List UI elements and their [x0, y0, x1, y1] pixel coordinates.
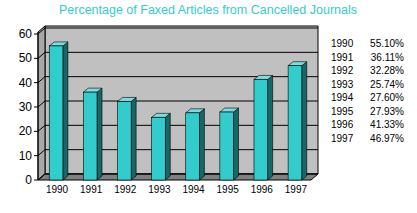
bar-side	[63, 42, 68, 180]
bar	[254, 79, 268, 180]
grid-line	[38, 125, 318, 131]
tick-mark	[34, 155, 38, 156]
x-tick-label: 1991	[80, 184, 103, 195]
grid-line	[38, 150, 318, 156]
x-tick-label: 1997	[285, 184, 308, 195]
y-tick-label: 30	[19, 100, 33, 114]
tick-mark	[34, 34, 38, 35]
grid-line	[38, 52, 318, 58]
bar	[152, 117, 166, 180]
bar-top	[117, 97, 136, 101]
x-tick-label: 1993	[148, 184, 171, 195]
tick-mark	[34, 131, 38, 132]
list-value: 25.74%	[370, 79, 404, 90]
list-value: 46.97%	[370, 133, 404, 144]
bar-top	[83, 88, 102, 92]
bar-group	[186, 109, 205, 180]
list-year: 1994	[331, 92, 354, 103]
bar	[117, 101, 131, 180]
list-value: 36.11%	[371, 52, 404, 63]
list-year: 1997	[331, 133, 354, 144]
floor	[38, 174, 318, 180]
chart: Percentage of Faxed Articles from Cancel…	[0, 0, 417, 213]
list-value: 32.28%	[370, 65, 404, 76]
x-tick-label: 1992	[114, 184, 137, 195]
bar	[220, 112, 234, 180]
tick-mark	[34, 107, 38, 108]
bar-side	[97, 88, 102, 180]
bar-group	[49, 42, 68, 180]
bar-top	[49, 42, 68, 46]
y-axis	[38, 32, 39, 180]
bar-group	[83, 88, 102, 180]
y-tick-label: 40	[19, 76, 33, 90]
list-year: 1990	[331, 38, 354, 49]
grid-line	[38, 174, 318, 180]
grid-line	[38, 77, 318, 83]
bar-top	[288, 62, 307, 66]
bar-side	[234, 108, 239, 180]
bar-side	[268, 75, 273, 180]
tick-mark	[34, 82, 38, 83]
list-value: 55.10%	[370, 38, 404, 49]
list-value: 41.33%	[370, 119, 404, 130]
x-tick-label: 1994	[182, 184, 205, 195]
tick-mark	[34, 58, 38, 59]
bar-side	[131, 97, 136, 180]
bar-top	[152, 113, 171, 117]
bar-side	[165, 113, 170, 180]
y-tick-label: 60	[19, 27, 33, 41]
y-tick-label: 50	[19, 51, 33, 65]
bar-group	[288, 62, 307, 180]
bar-top	[254, 75, 273, 79]
bars	[49, 42, 307, 180]
list-year: 1991	[331, 52, 354, 63]
bar-top	[220, 108, 239, 112]
bar-group	[117, 97, 136, 180]
y-tick-label: 20	[19, 124, 33, 138]
list-year: 1995	[331, 106, 354, 117]
list-year: 1993	[331, 79, 354, 90]
bar	[83, 92, 97, 180]
list-year: 1996	[331, 119, 354, 130]
tick-mark	[34, 180, 38, 181]
x-tick-label: 1990	[46, 184, 69, 195]
side-wall	[38, 26, 45, 180]
chart-title: Percentage of Faxed Articles from Cancel…	[59, 3, 357, 17]
bar	[49, 46, 63, 180]
grid-line	[38, 101, 318, 107]
grid-line	[38, 28, 318, 34]
bar-group	[152, 113, 171, 180]
y-tick-label: 10	[19, 149, 33, 163]
bar-side	[199, 109, 204, 180]
x-tick-label: 1996	[251, 184, 274, 195]
bar-side	[302, 62, 307, 180]
list-value: 27.93%	[370, 106, 404, 117]
list-value: 27.60%	[370, 92, 404, 103]
bar	[288, 66, 302, 180]
bar-group	[254, 75, 273, 180]
bar-group	[220, 108, 239, 180]
y-tick-label: 0	[25, 173, 32, 187]
bar	[186, 113, 200, 180]
x-tick-label: 1995	[217, 184, 240, 195]
bar-top	[186, 109, 205, 113]
list-year: 1992	[331, 65, 354, 76]
